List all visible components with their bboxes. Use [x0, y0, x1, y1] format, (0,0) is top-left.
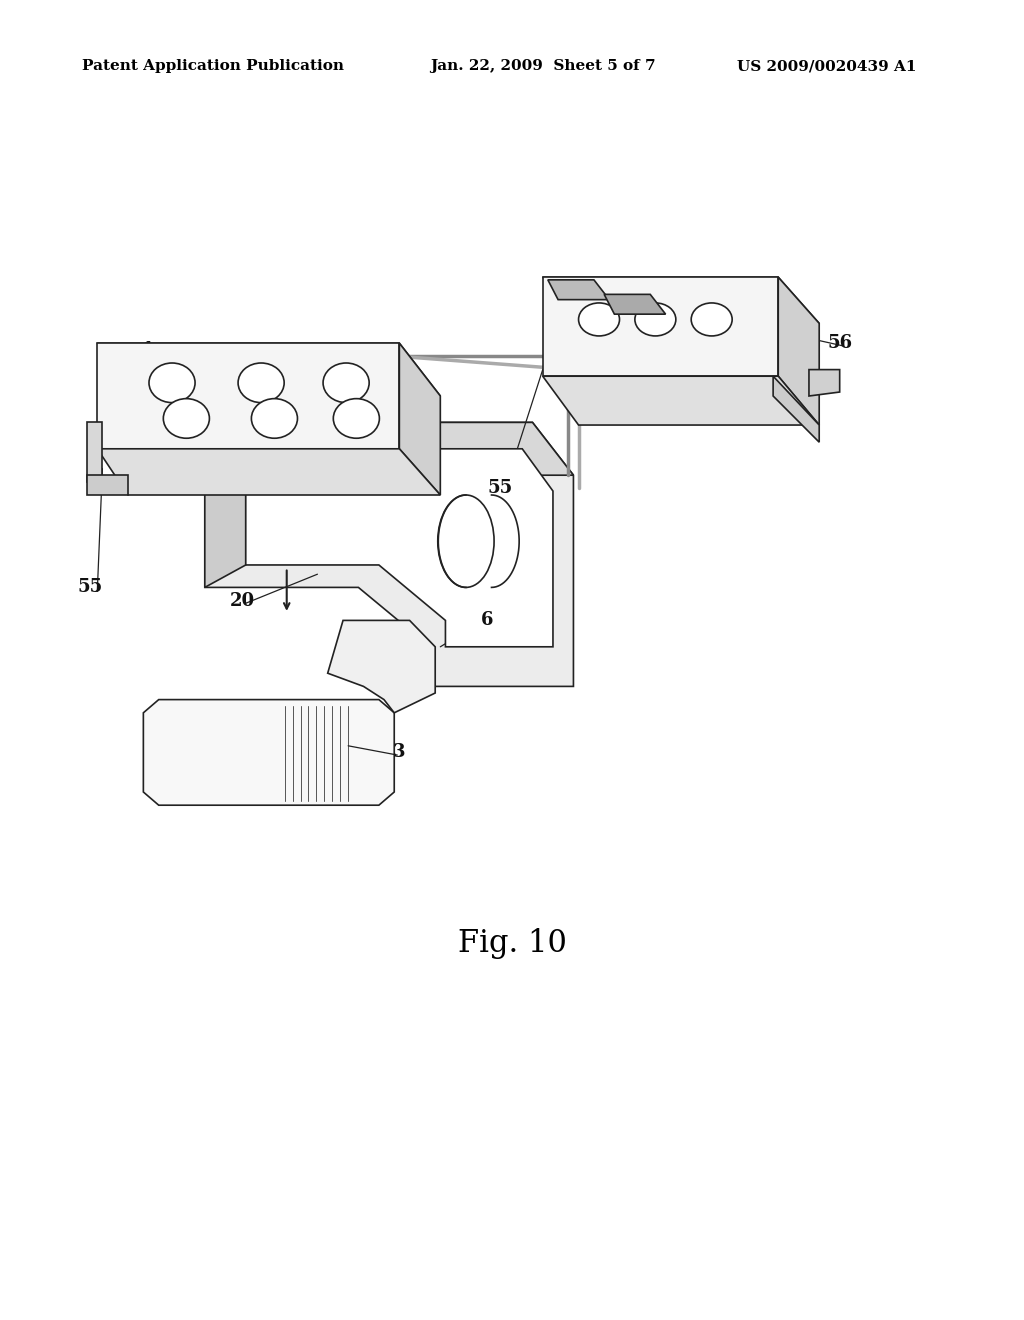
Polygon shape — [87, 475, 128, 495]
Polygon shape — [87, 422, 102, 482]
Text: 20: 20 — [230, 591, 255, 610]
Text: 1: 1 — [142, 341, 155, 359]
Polygon shape — [773, 376, 819, 442]
Text: US 2009/0020439 A1: US 2009/0020439 A1 — [737, 59, 916, 74]
Polygon shape — [778, 277, 819, 425]
Polygon shape — [543, 277, 819, 323]
Polygon shape — [548, 280, 609, 300]
Text: 11: 11 — [150, 413, 174, 432]
Polygon shape — [97, 343, 399, 449]
Ellipse shape — [635, 302, 676, 335]
Ellipse shape — [252, 399, 298, 438]
Ellipse shape — [238, 363, 285, 403]
Polygon shape — [97, 449, 440, 495]
Polygon shape — [399, 343, 440, 495]
Ellipse shape — [150, 363, 195, 403]
Text: 2: 2 — [296, 360, 308, 379]
Ellipse shape — [438, 495, 495, 587]
Text: Fig. 10: Fig. 10 — [458, 928, 566, 960]
Text: Patent Application Publication: Patent Application Publication — [82, 59, 344, 74]
Polygon shape — [205, 422, 573, 475]
Polygon shape — [143, 700, 394, 805]
Polygon shape — [246, 449, 553, 647]
Text: 25: 25 — [184, 413, 209, 432]
Polygon shape — [543, 376, 819, 425]
Text: 56: 56 — [827, 334, 852, 352]
Ellipse shape — [324, 363, 370, 403]
Text: 55: 55 — [78, 578, 102, 597]
Polygon shape — [97, 343, 440, 396]
Polygon shape — [809, 370, 840, 396]
Text: Jan. 22, 2009  Sheet 5 of 7: Jan. 22, 2009 Sheet 5 of 7 — [430, 59, 655, 74]
Ellipse shape — [691, 302, 732, 335]
Polygon shape — [328, 620, 435, 713]
Polygon shape — [604, 294, 666, 314]
Polygon shape — [543, 277, 778, 376]
Ellipse shape — [333, 399, 379, 438]
Text: 55: 55 — [487, 479, 512, 498]
Ellipse shape — [579, 302, 620, 335]
Polygon shape — [205, 422, 246, 587]
Text: 6: 6 — [481, 611, 494, 630]
Text: 3: 3 — [393, 743, 406, 762]
Polygon shape — [205, 422, 573, 686]
Ellipse shape — [164, 399, 209, 438]
